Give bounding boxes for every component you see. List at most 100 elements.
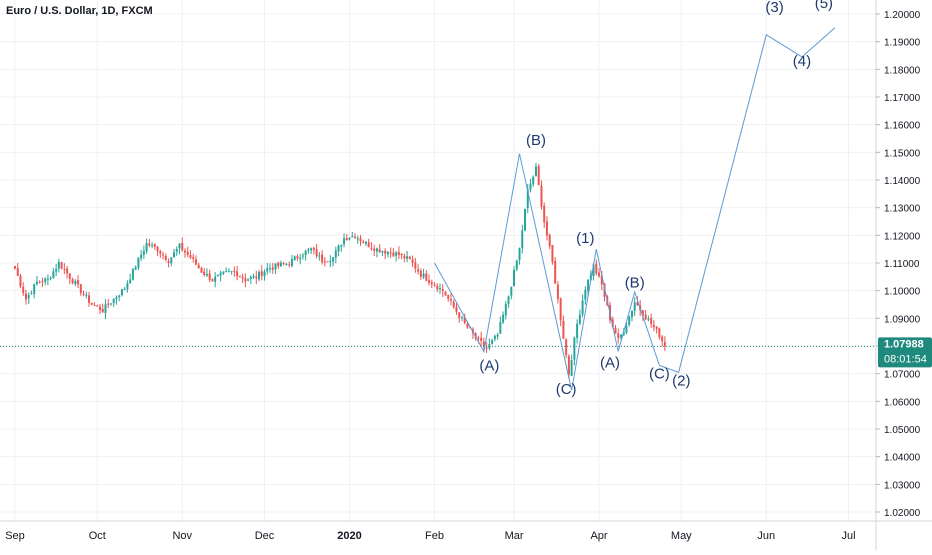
candle-body xyxy=(299,257,302,260)
candle-body xyxy=(24,293,27,300)
candle-body xyxy=(570,359,573,376)
candle-body xyxy=(35,281,38,285)
candle-body xyxy=(559,298,562,321)
time-tick-label: May xyxy=(671,530,692,542)
candle-body xyxy=(312,247,315,250)
candle-body xyxy=(622,331,625,336)
candle-body xyxy=(504,303,507,316)
candle-body xyxy=(288,264,291,266)
candle-body xyxy=(263,271,266,277)
candle-body xyxy=(502,314,505,323)
candle-body xyxy=(650,317,653,325)
candle-body xyxy=(60,262,63,269)
candle-body xyxy=(104,304,107,314)
candlestick-series xyxy=(14,162,666,380)
candle-body xyxy=(655,326,658,329)
candle-body xyxy=(581,300,584,315)
candle-body xyxy=(444,291,447,296)
candle-body xyxy=(332,257,335,262)
candle-body xyxy=(499,322,502,334)
candle-body xyxy=(178,243,181,249)
candle-body xyxy=(565,339,568,356)
candle-body xyxy=(562,320,565,339)
time-axis[interactable]: Sep Oct Nov Dec 2020 Feb Mar Apr May Jun Jul xyxy=(5,530,855,542)
candle-body xyxy=(219,272,222,276)
candle-body xyxy=(397,252,400,255)
candle-body xyxy=(480,337,483,341)
candle-body xyxy=(474,333,477,338)
candle-body xyxy=(348,238,351,240)
candle-body xyxy=(417,269,420,272)
candle-body xyxy=(282,263,285,265)
candle-body xyxy=(625,325,628,333)
candle-body xyxy=(556,284,559,299)
candle-body xyxy=(167,261,170,263)
candle-body xyxy=(205,273,208,276)
candle-body xyxy=(318,255,321,257)
candle-body xyxy=(164,255,167,260)
candle-body xyxy=(644,314,647,320)
candle-body xyxy=(661,336,664,342)
candle-body xyxy=(173,252,176,258)
candle-body xyxy=(548,234,551,247)
candle-body xyxy=(85,294,88,296)
time-tick-label: Jul xyxy=(842,530,856,542)
candle-body xyxy=(403,255,406,259)
candle-body xyxy=(389,252,392,254)
candle-body xyxy=(663,341,666,347)
candle-body xyxy=(63,268,66,270)
candle-body xyxy=(184,250,187,253)
candle-body xyxy=(247,279,250,281)
candle-body xyxy=(466,323,469,328)
price-tick-label: 1.02000 xyxy=(884,508,921,519)
wave-label: (1) xyxy=(576,230,594,247)
candle-body xyxy=(170,257,173,264)
candle-body xyxy=(41,281,44,283)
candle-body xyxy=(378,249,381,253)
candle-body xyxy=(249,277,252,280)
candle-body xyxy=(189,254,192,258)
candle-body xyxy=(364,241,367,244)
price-axis[interactable]: 1.02000 1.03000 1.04000 1.05000 1.06000 1.070… xyxy=(876,10,921,519)
last-price-tag: 1.07988 08:01:54 xyxy=(878,337,932,368)
time-tick-label: Feb xyxy=(425,530,444,542)
candle-body xyxy=(633,302,636,312)
candle-body xyxy=(576,323,579,338)
candle-body xyxy=(194,259,197,265)
candle-body xyxy=(329,261,332,263)
candle-body xyxy=(33,284,36,294)
candle-body xyxy=(238,275,241,277)
candle-body xyxy=(27,294,30,299)
candle-body xyxy=(16,268,19,276)
wave-label: (5) xyxy=(815,0,833,12)
time-tick-label: Nov xyxy=(172,530,192,542)
candle-body xyxy=(485,347,488,349)
candle-body xyxy=(77,280,80,285)
candle-body xyxy=(636,302,639,306)
candle-body xyxy=(543,205,546,223)
candle-body xyxy=(307,249,310,251)
wave-labels: (A)(B)(C)(1)(A)(B)(C) (2)(3)(4)(5) xyxy=(479,0,833,398)
candle-body xyxy=(192,257,195,259)
candle-body xyxy=(614,327,617,334)
candle-body xyxy=(131,268,134,280)
candle-body xyxy=(436,285,439,290)
candle-body xyxy=(411,259,414,263)
candle-body xyxy=(49,278,52,280)
candle-body xyxy=(540,185,543,207)
candle-body xyxy=(384,250,387,254)
elliott-wave-path xyxy=(434,27,836,391)
candle-body xyxy=(310,248,313,251)
candle-body xyxy=(354,236,357,238)
price-tick-label: 1.20000 xyxy=(884,10,921,21)
candle-body xyxy=(214,276,217,283)
price-tick-label: 1.06000 xyxy=(884,397,921,408)
candle-body xyxy=(82,293,85,295)
candle-body xyxy=(46,278,49,280)
candle-body xyxy=(534,166,537,176)
candle-body xyxy=(236,271,239,277)
candle-body xyxy=(129,279,132,284)
candle-body xyxy=(641,310,644,316)
